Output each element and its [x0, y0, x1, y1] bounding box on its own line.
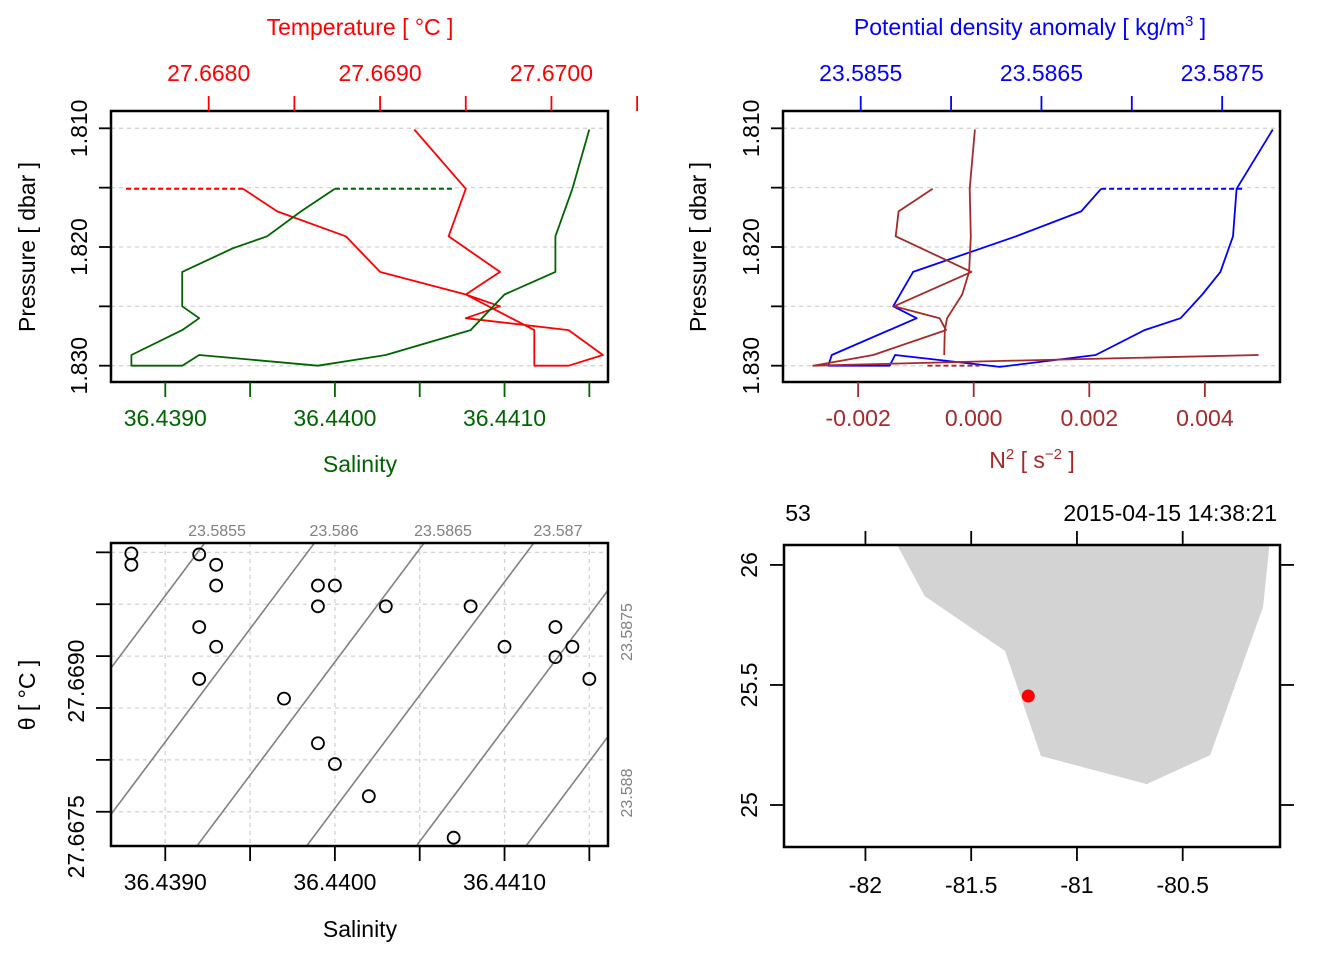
ts-data-point	[378, 599, 393, 614]
y-tick-label: 1.830	[738, 337, 764, 395]
land-polygon	[897, 545, 1270, 785]
bottom-tick-label: 36.4390	[124, 405, 207, 431]
ts-salinity-axis-title: Salinity	[323, 916, 398, 942]
station-number-label: 53	[785, 500, 811, 526]
latitude-tick-label: 25.5	[736, 663, 762, 708]
station-marker	[1021, 689, 1035, 703]
plot-frame	[782, 543, 1282, 849]
x-tick-label: 36.4390	[124, 869, 207, 895]
isopycnal-label-top: 23.587	[534, 523, 583, 540]
bottom-tick-label: 0.000	[945, 405, 1003, 431]
ts-data-point	[582, 672, 597, 686]
top-tick-label: 23.5855	[819, 60, 902, 86]
panel-ts-diagram: Salinity θ [ °C ] 23.5855 23.586 23.5865 23…	[14, 523, 636, 942]
latitude-tick-label: 26	[736, 552, 762, 578]
panel-station-map: 53 2015-04-15 14:38:21 -82 -81.5 -81 -80.5 2…	[736, 500, 1294, 898]
longitude-tick-label: -82	[849, 872, 882, 898]
isopycnal-label-right: 23.588	[619, 768, 636, 817]
bottom-tick-label: 0.002	[1061, 405, 1119, 431]
ts-data-point	[192, 620, 207, 634]
isopycnal-line	[305, 543, 535, 846]
ts-data-point	[277, 691, 291, 706]
panel-temperature-salinity-profile: Temperature [ °C ] Salinity Pressure [ d…	[14, 14, 639, 477]
isopycnal-label-top: 23.5855	[188, 523, 246, 540]
ts-data-point	[209, 639, 224, 654]
bottom-tick-label: -0.002	[826, 405, 891, 431]
bottom-tick-label: 0.004	[1176, 405, 1234, 431]
station-time-label: 2015-04-15 14:38:21	[1063, 500, 1277, 526]
y-tick-label: 27.6675	[63, 795, 89, 878]
ts-data-point	[192, 672, 207, 686]
panel-density-n2-profile: Potential density anomaly [ kg/m3 ] N2 […	[685, 13, 1282, 473]
top-tick-label: 23.5865	[1000, 60, 1083, 86]
top-tick-label: 27.6700	[510, 60, 593, 86]
top-tick-label: 23.5875	[1181, 60, 1264, 86]
bottom-tick-label: 36.4410	[463, 405, 546, 431]
ts-data-point	[311, 599, 325, 614]
ts-data-point	[328, 757, 342, 771]
n2-axis-title: N2 [ s−2 ]	[989, 446, 1075, 473]
isopycnal-line	[111, 543, 316, 816]
series-line-potential-density-anomaly	[827, 129, 1274, 368]
ts-data-point	[311, 578, 325, 593]
isopycnal-label-right: 23.5875	[619, 603, 636, 661]
ts-data-point	[209, 557, 224, 572]
latitude-tick-label: 25	[736, 792, 762, 818]
salinity-axis-title: Salinity	[323, 451, 398, 477]
bottom-tick-label: 36.4400	[293, 405, 376, 431]
ts-data-point	[565, 639, 580, 654]
ts-data-point	[548, 650, 563, 665]
isopycnal-line	[415, 588, 608, 846]
ts-data-point	[361, 789, 376, 804]
series-line-temperature	[242, 128, 604, 367]
ts-data-point	[192, 547, 207, 562]
series-line-n2-b-	[812, 188, 1259, 367]
pressure-axis-title: Pressure [ dbar ]	[14, 162, 40, 332]
ts-data-point	[209, 578, 224, 593]
temperature-axis-title: Temperature [ °C ]	[267, 14, 454, 40]
ts-data-point	[497, 639, 512, 654]
y-tick-label: 1.830	[66, 337, 92, 395]
series-line-salinity	[130, 129, 591, 367]
pressure-axis-title-right: Pressure [ dbar ]	[685, 162, 711, 332]
top-tick-label: 27.6680	[167, 60, 250, 86]
longitude-tick-label: -80.5	[1156, 872, 1208, 898]
top-tick-label: 27.6690	[338, 60, 421, 86]
x-tick-label: 36.4410	[463, 869, 546, 895]
isopycnal-group	[111, 543, 608, 846]
ts-data-point	[124, 546, 139, 561]
ts-theta-axis-title: θ [ °C ]	[14, 660, 40, 731]
density-axis-title: Potential density anomaly [ kg/m3 ]	[854, 13, 1206, 40]
ts-data-point	[328, 578, 342, 593]
ts-data-point	[446, 830, 461, 845]
isopycnal-line	[195, 543, 426, 846]
ts-data-point	[311, 736, 325, 751]
ts-data-point	[124, 557, 139, 572]
y-tick-label: 1.810	[66, 100, 92, 158]
y-tick-label: 27.6690	[63, 640, 89, 723]
x-tick-label: 36.4400	[293, 869, 376, 895]
longitude-tick-label: -81.5	[945, 872, 997, 898]
y-tick-label: 1.820	[66, 218, 92, 276]
ts-data-point	[548, 620, 563, 634]
series-line-n2-a-	[943, 129, 976, 356]
y-tick-label: 1.810	[738, 100, 764, 158]
ts-data-point	[463, 599, 478, 614]
isopycnal-label-top: 23.586	[310, 523, 359, 540]
isopycnal-label-top: 23.5865	[414, 523, 472, 540]
longitude-tick-label: -81	[1060, 872, 1093, 898]
y-tick-label: 1.820	[738, 218, 764, 276]
plot-frame	[109, 541, 610, 848]
